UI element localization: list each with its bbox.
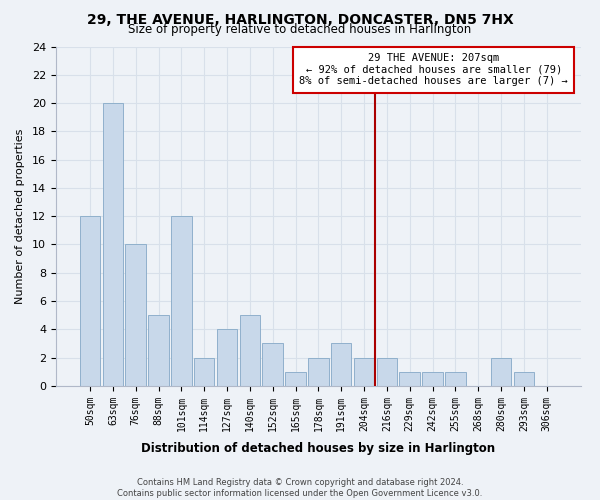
Bar [377,358,397,386]
Bar [400,372,420,386]
Bar [103,103,123,386]
Bar [171,216,191,386]
Text: Size of property relative to detached houses in Harlington: Size of property relative to detached ho… [128,22,472,36]
Bar [239,315,260,386]
Bar [514,372,534,386]
Bar [80,216,100,386]
Bar [148,315,169,386]
Bar [445,372,466,386]
Bar [125,244,146,386]
Text: 29, THE AVENUE, HARLINGTON, DONCASTER, DN5 7HX: 29, THE AVENUE, HARLINGTON, DONCASTER, D… [86,12,514,26]
Bar [217,330,238,386]
X-axis label: Distribution of detached houses by size in Harlington: Distribution of detached houses by size … [142,442,496,455]
Bar [308,358,329,386]
Text: 29 THE AVENUE: 207sqm
← 92% of detached houses are smaller (79)
8% of semi-detac: 29 THE AVENUE: 207sqm ← 92% of detached … [299,54,568,86]
Bar [285,372,306,386]
Y-axis label: Number of detached properties: Number of detached properties [15,128,25,304]
Text: Contains HM Land Registry data © Crown copyright and database right 2024.
Contai: Contains HM Land Registry data © Crown c… [118,478,482,498]
Bar [491,358,511,386]
Bar [262,344,283,386]
Bar [331,344,352,386]
Bar [354,358,374,386]
Bar [422,372,443,386]
Bar [194,358,214,386]
